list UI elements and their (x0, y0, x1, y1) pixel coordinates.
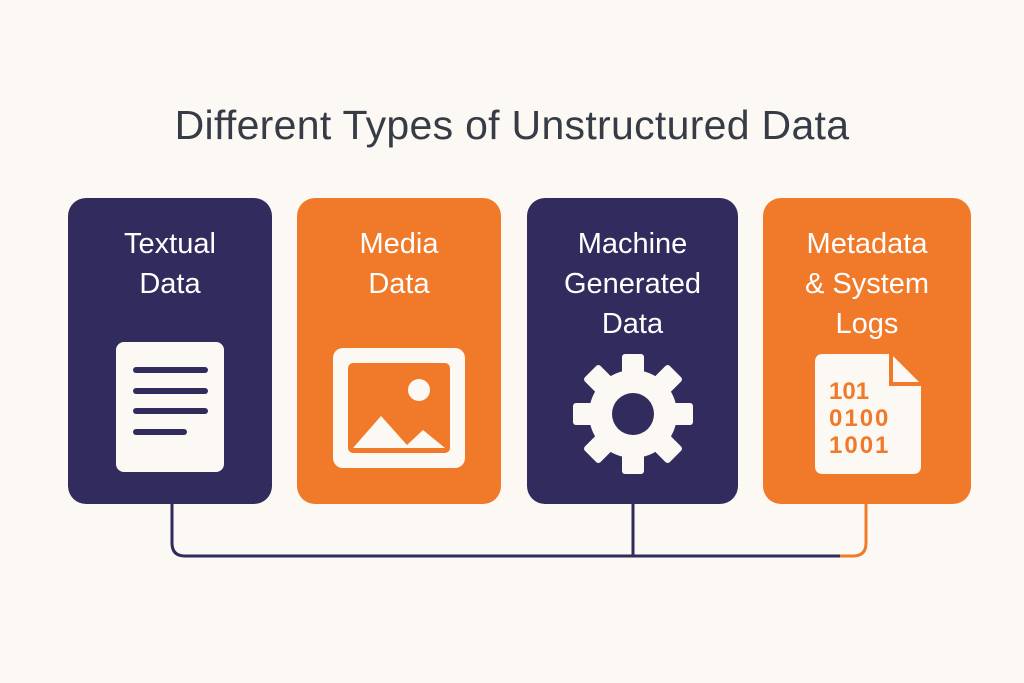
card-metadata-system-logs: Metadata & System Logs 101 0100 1001 (763, 198, 971, 504)
card-machine-generated-data: Machine Generated Data (527, 198, 738, 504)
binary-line-1: 101 (829, 378, 869, 405)
binary-line-2: 0100 (829, 405, 890, 432)
card-label: Metadata & System Logs (804, 228, 930, 340)
card-media-data: Media Data (297, 198, 501, 504)
connector-main (170, 504, 852, 558)
document-icon (116, 342, 224, 472)
card-label: Textual Data (124, 228, 216, 300)
binary-file-icon: 101 0100 1001 (815, 354, 921, 474)
card-label: Media Data (359, 228, 439, 300)
connector-metadata (840, 504, 868, 558)
card-textual-data: Textual Data (68, 198, 272, 504)
binary-line-3: 1001 (829, 432, 890, 459)
image-icon (333, 348, 465, 468)
page-title: Different Types of Unstructured Data (174, 102, 850, 148)
gear-icon (573, 354, 693, 474)
card-label: Machine Generated Data (563, 228, 702, 340)
